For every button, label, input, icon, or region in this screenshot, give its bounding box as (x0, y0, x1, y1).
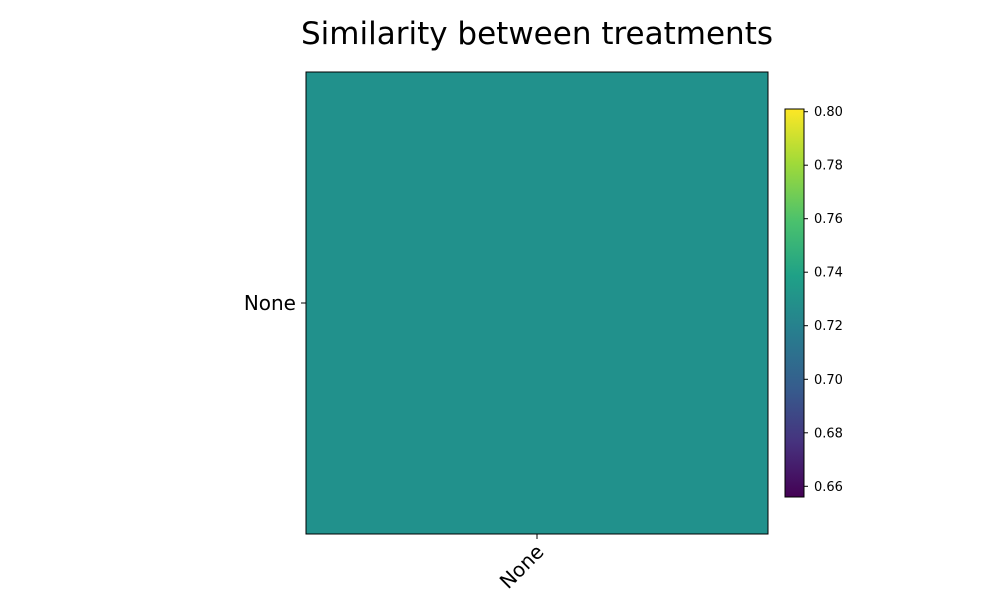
x-tick-label: None (495, 540, 549, 594)
plot-area: None None (244, 71, 769, 594)
colorbar-tick-label: 0.80 (814, 105, 843, 120)
colorbar-tick-label: 0.68 (814, 426, 843, 441)
chart-title: Similarity between treatments (301, 16, 773, 52)
colorbar-tick-label: 0.66 (814, 480, 843, 495)
colorbar-gradient (785, 109, 804, 497)
y-tick-label: None (244, 291, 296, 315)
colorbar-tick-label: 0.70 (814, 373, 843, 388)
colorbar-frame (784, 108, 805, 498)
colorbar-tick-label: 0.78 (814, 159, 843, 174)
colorbar-tick-label: 0.72 (814, 319, 843, 334)
colorbar: 0.66 0.68 0.70 0.72 0.74 0.76 0.78 0.80 (784, 105, 843, 498)
colorbar-tick-label: 0.76 (814, 212, 843, 227)
heatmap-cell (306, 72, 768, 534)
colorbar-tick-label: 0.74 (814, 266, 843, 281)
